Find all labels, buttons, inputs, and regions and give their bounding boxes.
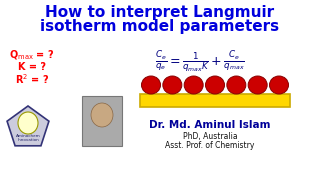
Text: K = ?: K = ? xyxy=(18,62,46,72)
Text: Asst. Prof. of Chemistry: Asst. Prof. of Chemistry xyxy=(165,141,255,150)
Text: PhD, Australia: PhD, Australia xyxy=(183,132,237,141)
Ellipse shape xyxy=(18,112,38,134)
Ellipse shape xyxy=(205,76,225,94)
Text: Dr. Md. Aminul Islam: Dr. Md. Aminul Islam xyxy=(149,120,271,130)
Polygon shape xyxy=(7,106,49,146)
Bar xyxy=(140,94,290,107)
Text: isotherm model parameters: isotherm model parameters xyxy=(40,19,280,33)
Text: How to interpret Langmuir: How to interpret Langmuir xyxy=(45,4,275,19)
Text: $\frac{C_e}{q_e} = \frac{1}{q_{max}K} + \frac{C_e}{q_{max}}$: $\frac{C_e}{q_e} = \frac{1}{q_{max}K} + … xyxy=(155,49,245,75)
Ellipse shape xyxy=(248,76,267,94)
Text: R$^2$ = ?: R$^2$ = ? xyxy=(15,72,49,86)
Ellipse shape xyxy=(184,76,203,94)
Ellipse shape xyxy=(269,76,289,94)
Text: Aminochem
Innovation: Aminochem Innovation xyxy=(16,134,40,142)
Ellipse shape xyxy=(141,76,161,94)
Ellipse shape xyxy=(227,76,246,94)
Ellipse shape xyxy=(91,103,113,127)
Bar xyxy=(82,96,122,146)
Ellipse shape xyxy=(163,76,182,94)
Text: Q$_{\mathrm{max}}$ = ?: Q$_{\mathrm{max}}$ = ? xyxy=(9,48,55,62)
